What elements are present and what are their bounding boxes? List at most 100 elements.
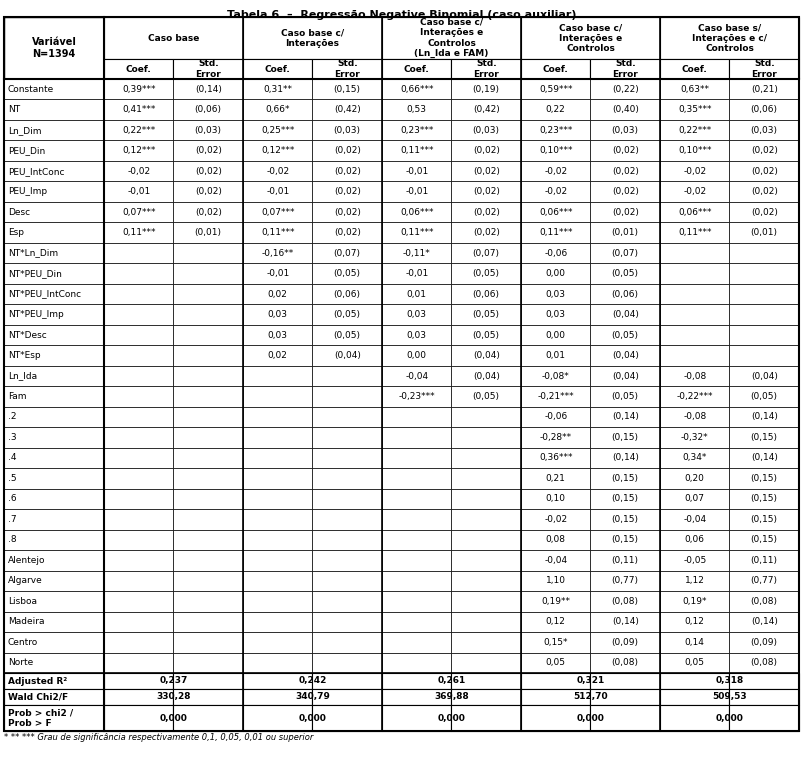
- Text: 1,10: 1,10: [545, 576, 565, 585]
- Bar: [451, 243, 520, 263]
- Bar: [382, 161, 451, 181]
- Text: Std.
Error: Std. Error: [334, 60, 359, 79]
- Bar: [4, 120, 104, 141]
- Text: 0,261: 0,261: [437, 676, 465, 685]
- Text: 0,05: 0,05: [545, 658, 565, 667]
- Text: (0,04): (0,04): [611, 310, 638, 319]
- Bar: [312, 366, 382, 386]
- Bar: [659, 407, 728, 427]
- Bar: [4, 448, 104, 468]
- Text: -0,11*: -0,11*: [403, 249, 430, 258]
- Text: (0,15): (0,15): [611, 515, 638, 524]
- Bar: [728, 550, 798, 571]
- Bar: [243, 550, 312, 571]
- Text: (0,15): (0,15): [750, 474, 777, 483]
- Bar: [659, 366, 728, 386]
- Text: (0,21): (0,21): [750, 85, 776, 94]
- Text: * ** *** Grau de significância respectivamente 0,1, 0,05, 0,01 ou superior: * ** *** Grau de significância respectiv…: [4, 733, 313, 742]
- Text: Ln_Dim: Ln_Dim: [8, 125, 42, 135]
- Bar: [589, 705, 659, 731]
- Bar: [520, 509, 589, 529]
- Text: (0,02): (0,02): [611, 146, 638, 155]
- Text: -0,01: -0,01: [265, 187, 289, 196]
- Bar: [520, 243, 589, 263]
- Bar: [728, 325, 798, 345]
- Text: Variável
N=1394: Variável N=1394: [31, 37, 76, 59]
- Bar: [520, 59, 589, 79]
- Bar: [243, 386, 312, 407]
- Bar: [4, 223, 104, 243]
- Bar: [520, 673, 589, 689]
- Bar: [312, 304, 382, 325]
- Bar: [589, 304, 659, 325]
- Text: (0,09): (0,09): [611, 638, 638, 646]
- Text: 0,63**: 0,63**: [679, 85, 708, 94]
- Bar: [173, 468, 243, 489]
- Bar: [243, 653, 312, 673]
- Bar: [104, 161, 173, 181]
- Bar: [451, 407, 520, 427]
- Text: 0,53: 0,53: [407, 106, 426, 114]
- Text: (0,19): (0,19): [472, 85, 499, 94]
- Text: -0,02: -0,02: [683, 187, 706, 196]
- Bar: [659, 345, 728, 366]
- Text: NT*Desc: NT*Desc: [8, 330, 47, 340]
- Text: (0,02): (0,02): [750, 146, 776, 155]
- Bar: [312, 427, 382, 448]
- Text: (0,02): (0,02): [611, 207, 638, 216]
- Bar: [659, 386, 728, 407]
- Bar: [728, 689, 798, 705]
- Bar: [382, 529, 451, 550]
- Bar: [173, 345, 243, 366]
- Text: NT*PEU_Din: NT*PEU_Din: [8, 269, 62, 278]
- Bar: [728, 141, 798, 161]
- Bar: [659, 468, 728, 489]
- Text: -0,28**: -0,28**: [539, 433, 571, 442]
- Bar: [520, 653, 589, 673]
- Bar: [520, 571, 589, 591]
- Text: -0,21***: -0,21***: [537, 392, 573, 401]
- Bar: [728, 529, 798, 550]
- Bar: [4, 689, 104, 705]
- Bar: [659, 509, 728, 529]
- Text: 0,03: 0,03: [267, 310, 287, 319]
- Text: (0,14): (0,14): [611, 454, 638, 462]
- Text: -0,02: -0,02: [544, 515, 566, 524]
- Bar: [659, 705, 728, 731]
- Text: 0,19*: 0,19*: [682, 597, 706, 606]
- Bar: [451, 386, 520, 407]
- Bar: [520, 141, 589, 161]
- Text: Alentejo: Alentejo: [8, 556, 46, 565]
- Text: (0,11): (0,11): [750, 556, 777, 565]
- Text: (0,06): (0,06): [611, 290, 638, 298]
- Bar: [104, 243, 173, 263]
- Text: (0,06): (0,06): [472, 290, 499, 298]
- Bar: [4, 632, 104, 653]
- Text: 0,321: 0,321: [576, 676, 604, 685]
- Bar: [382, 489, 451, 509]
- Bar: [104, 448, 173, 468]
- Bar: [382, 99, 451, 120]
- Bar: [451, 366, 520, 386]
- Bar: [659, 17, 798, 59]
- Text: 0,06***: 0,06***: [399, 207, 433, 216]
- Bar: [520, 705, 589, 731]
- Text: 0,15*: 0,15*: [543, 638, 567, 646]
- Bar: [104, 407, 173, 427]
- Bar: [659, 653, 728, 673]
- Bar: [728, 181, 798, 202]
- Text: 0,12: 0,12: [684, 617, 704, 627]
- Bar: [4, 263, 104, 284]
- Text: (0,42): (0,42): [472, 106, 499, 114]
- Text: 0,35***: 0,35***: [677, 106, 711, 114]
- Bar: [312, 161, 382, 181]
- Text: (0,04): (0,04): [472, 372, 499, 380]
- Bar: [104, 284, 173, 304]
- Bar: [728, 223, 798, 243]
- Bar: [451, 529, 520, 550]
- Bar: [659, 120, 728, 141]
- Text: 0,10: 0,10: [545, 494, 565, 503]
- Bar: [451, 59, 520, 79]
- Bar: [382, 632, 451, 653]
- Bar: [659, 529, 728, 550]
